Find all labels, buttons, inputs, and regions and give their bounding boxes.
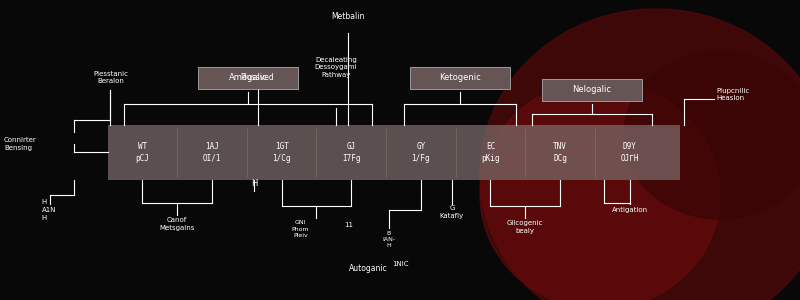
Text: GNI
Phom
Pleiv: GNI Phom Pleiv: [291, 220, 310, 238]
Text: WT
pCJ: WT pCJ: [135, 142, 150, 163]
Text: Decaleating
Dessoygami
Pathway: Decaleating Dessoygami Pathway: [314, 57, 358, 78]
FancyBboxPatch shape: [108, 124, 680, 180]
Ellipse shape: [480, 81, 720, 300]
Text: Nelogalic: Nelogalic: [573, 85, 611, 94]
Text: GY
1/Fg: GY 1/Fg: [411, 142, 430, 163]
Text: H
A1N
H: H A1N H: [42, 200, 56, 220]
Text: Antigation: Antigation: [611, 207, 648, 213]
Text: EC
pKig: EC pKig: [481, 142, 500, 163]
Text: D9Y
OJΓH: D9Y OJΓH: [620, 142, 639, 163]
Text: 1GT
1/Cg: 1GT 1/Cg: [272, 142, 291, 163]
Text: 1AJ
OI/1: 1AJ OI/1: [202, 142, 222, 163]
Text: 1NIC: 1NIC: [393, 261, 409, 267]
Text: Metbalin: Metbalin: [331, 12, 365, 21]
Ellipse shape: [480, 9, 800, 300]
FancyBboxPatch shape: [410, 67, 510, 88]
Text: H: H: [251, 178, 258, 188]
Text: Gilcogenic
bealy: Gilcogenic bealy: [507, 220, 543, 234]
Text: Connirter
Bensing: Connirter Bensing: [4, 137, 37, 151]
Text: Plussved: Plussved: [241, 74, 274, 82]
FancyBboxPatch shape: [542, 79, 642, 100]
Text: G
Katafly: G Katafly: [440, 206, 464, 219]
Text: Plesstanic
Beralon: Plesstanic Beralon: [93, 70, 128, 84]
Text: Canof
Metsgains: Canof Metsgains: [159, 218, 195, 231]
Text: Autoganic: Autoganic: [349, 264, 387, 273]
Text: TNV
DCg: TNV DCg: [553, 142, 567, 163]
FancyBboxPatch shape: [198, 67, 298, 88]
Text: GJ
I7Fg: GJ I7Fg: [342, 142, 361, 163]
Text: 11: 11: [344, 222, 353, 228]
Ellipse shape: [624, 51, 800, 219]
Text: Plupcnilic
Heaslon: Plupcnilic Heaslon: [716, 88, 750, 101]
Text: Ketogenic: Ketogenic: [439, 73, 481, 82]
Text: Amogalic: Amogalic: [229, 73, 267, 82]
Text: B
IAN-
H: B IAN- H: [382, 231, 395, 248]
